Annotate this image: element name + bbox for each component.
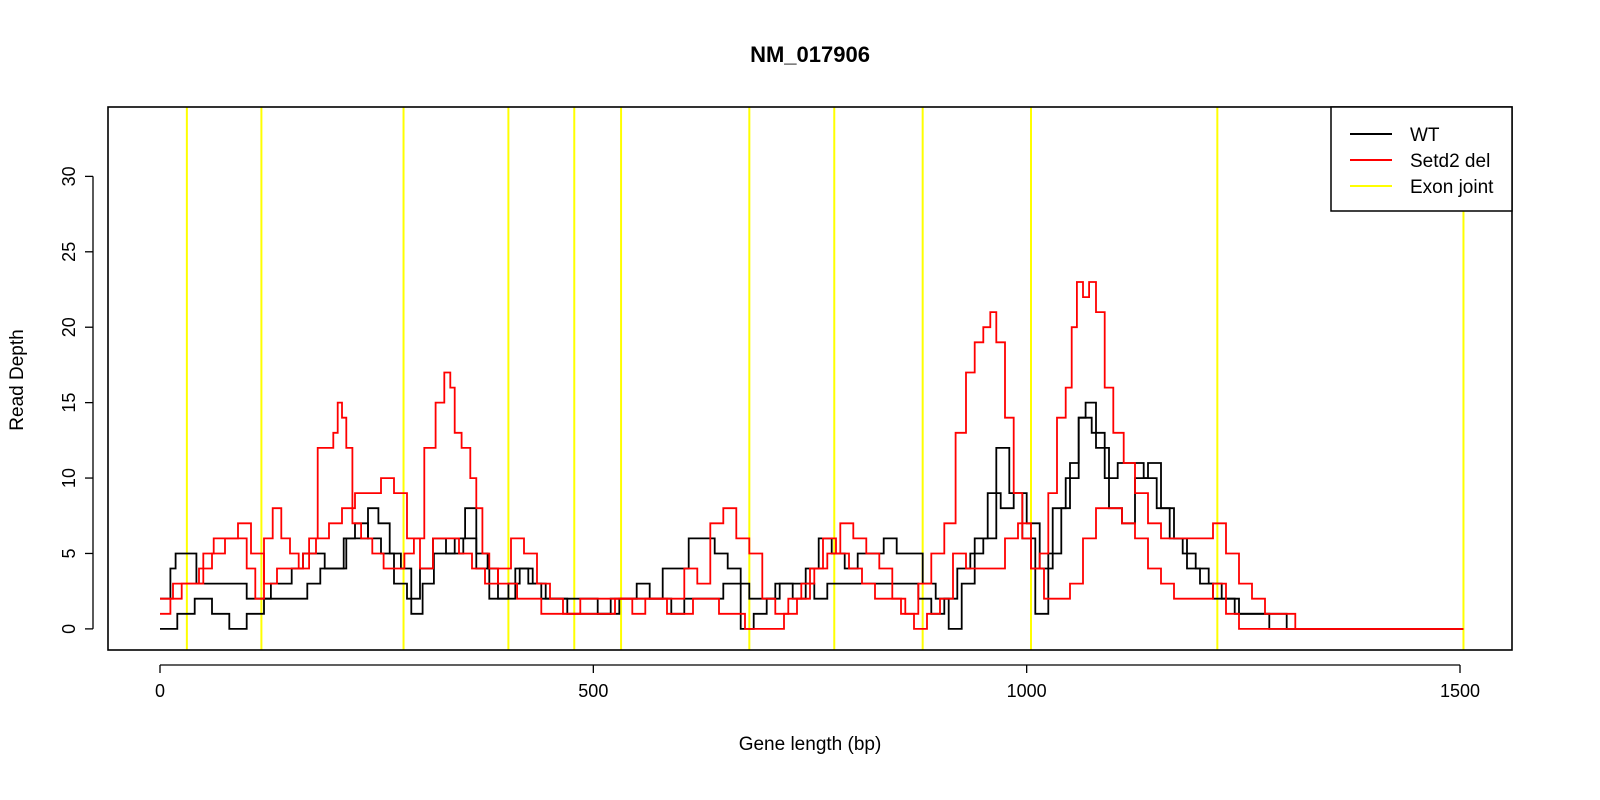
- x-tick-label-1500: 1500: [1440, 681, 1480, 701]
- y-axis-label: Read Depth: [7, 329, 28, 430]
- y-axis: 0 5 10 15 20 25 30: [59, 166, 94, 634]
- x-axis: 0 500 1000 1500: [155, 664, 1480, 701]
- x-axis-label: Gene length (bp): [739, 734, 882, 755]
- legend-label-setd2-del: Setd2 del: [1410, 151, 1490, 172]
- x-tick-label-1000: 1000: [1007, 681, 1047, 701]
- series-line-setd2-del-2: [160, 281, 1464, 630]
- legend-label-exon-joint: Exon joint: [1410, 177, 1494, 198]
- y-tick-label-15: 15: [59, 393, 79, 413]
- y-tick-label-10: 10: [59, 468, 79, 488]
- y-tick-label-20: 20: [59, 317, 79, 337]
- y-tick-label-5: 5: [59, 548, 79, 558]
- y-tick-label-30: 30: [59, 166, 79, 186]
- series-line-setd2-del-3: [160, 477, 1464, 630]
- x-tick-label-500: 500: [578, 681, 608, 701]
- x-tick-label-0: 0: [155, 681, 165, 701]
- legend: WT Setd2 del Exon joint: [1330, 106, 1513, 212]
- plot-frame: [107, 106, 1513, 651]
- y-tick-label-25: 25: [59, 242, 79, 262]
- y-tick-label-0: 0: [59, 624, 79, 634]
- data-series: [160, 281, 1464, 630]
- legend-label-wt: WT: [1410, 125, 1440, 146]
- chart-title: NM_017906: [750, 42, 870, 67]
